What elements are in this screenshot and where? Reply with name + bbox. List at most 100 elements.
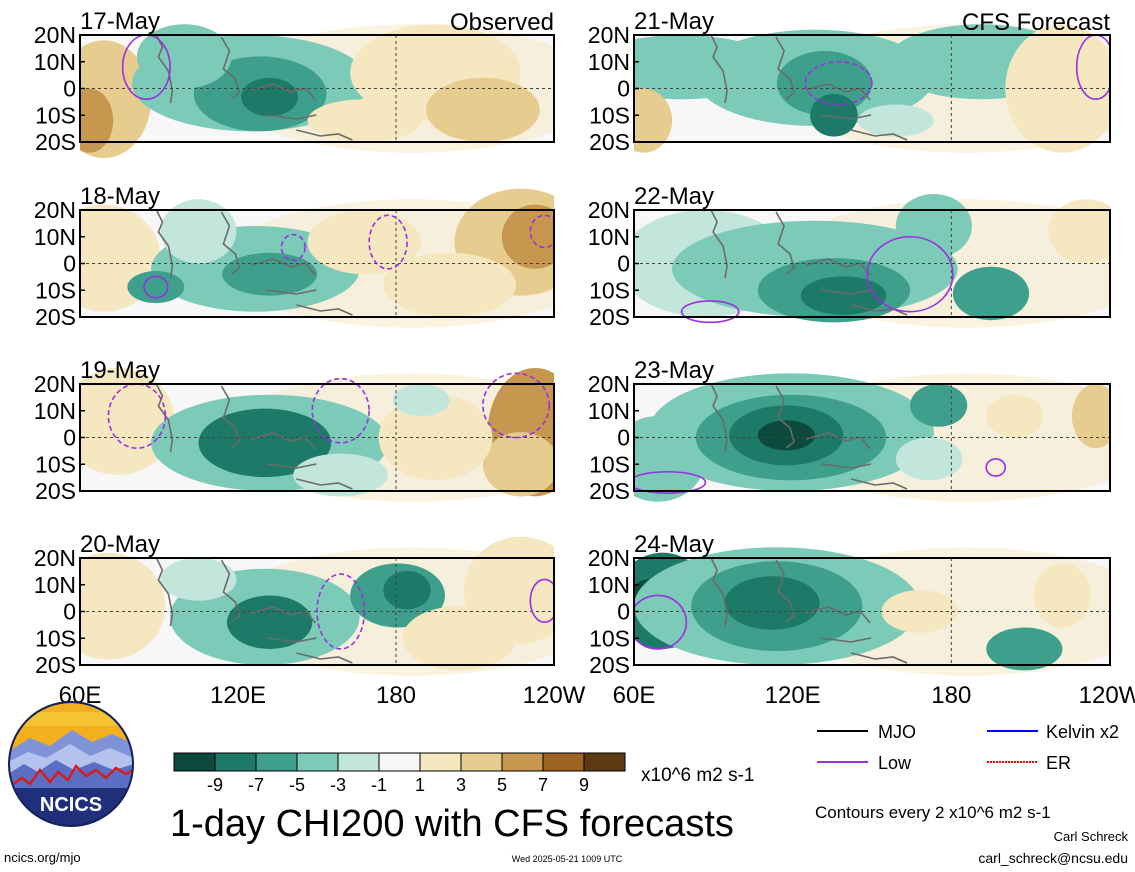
lat-tick-label: 0 [63, 599, 76, 625]
anomaly-shading [800, 276, 887, 315]
panel-tag: CFS Forecast [962, 9, 1110, 36]
lon-tick-label: 120E [765, 682, 821, 709]
lat-tick-label: 0 [63, 76, 76, 102]
anomaly-shading [160, 199, 237, 264]
lat-tick-label: 20S [589, 129, 630, 155]
map-panel [80, 536, 554, 676]
anomaly-shading [634, 88, 673, 153]
lat-tick-label: 20S [589, 304, 630, 330]
panel-date: 20-May [80, 531, 160, 558]
coastline [155, 34, 353, 141]
anomaly-shading [482, 432, 554, 497]
legend-kelvin-label: Kelvin x2 [1046, 722, 1119, 742]
panel-date: 24-May [634, 531, 714, 558]
colorbar-tick-label: 5 [497, 775, 507, 795]
legend-er-label: ER [1046, 753, 1071, 773]
anomaly-shading [1048, 199, 1110, 264]
website-link[interactable]: ncics.org/mjo [4, 850, 81, 865]
coastline [155, 209, 353, 316]
colorbar-swatch [542, 752, 585, 772]
map-panel [634, 547, 1110, 676]
lat-tick-label: 20N [34, 371, 76, 397]
anomaly-shading [1033, 563, 1091, 628]
low-contour [143, 275, 169, 299]
anomaly-shading [910, 384, 968, 427]
lon-tick-label: 180 [376, 682, 416, 709]
axis-labels: 20N10N010S20S20N10N010S20S20N10N010S20S2… [34, 22, 1135, 709]
low-contour [280, 233, 306, 262]
anomaly-shading [307, 99, 422, 142]
anomaly-shading [1005, 24, 1110, 153]
colorbar-swatch [173, 752, 216, 772]
anomaly-shading [952, 266, 1030, 321]
anomaly-shading [127, 270, 185, 304]
low-contour [368, 214, 408, 270]
lat-tick-label: 10S [589, 451, 630, 477]
anomaly-shading [986, 627, 1063, 671]
lat-tick-label: 10N [588, 49, 630, 75]
low-contour [866, 235, 954, 313]
anomaly-shading [724, 576, 820, 630]
anomaly-shading [293, 453, 389, 497]
lat-tick-label: 0 [63, 251, 76, 277]
lon-tick-label: 120W [1079, 682, 1135, 709]
colorbar-tick-label: -1 [371, 775, 387, 795]
lat-tick-label: 20S [35, 129, 76, 155]
author-email: carl_schreck@ncsu.edu [978, 850, 1128, 866]
coastline [155, 383, 353, 490]
anomaly-shading [383, 252, 517, 317]
lon-tick-label: 180 [931, 682, 971, 709]
lon-tick-label: 120E [210, 682, 266, 709]
coastline [710, 34, 908, 141]
colorbar-tick-label: -9 [207, 775, 223, 795]
lat-tick-label: 10N [588, 224, 630, 250]
anomaly-shading [895, 193, 972, 259]
low-contour [985, 458, 1007, 477]
colorbar-units: x10^6 m2 s-1 [641, 765, 754, 786]
anomaly-shading [80, 367, 175, 475]
lat-tick-label: 0 [617, 251, 630, 277]
coastline [710, 383, 908, 490]
anomaly-shading [392, 384, 450, 417]
lat-tick-label: 20S [35, 304, 76, 330]
colorbar-tick-label: -3 [330, 775, 346, 795]
map-panel [634, 24, 1110, 153]
lat-tick-label: 20N [588, 22, 630, 48]
panel-tag: Observed [450, 9, 554, 36]
panel-date: 22-May [634, 183, 714, 210]
anomaly-shading [222, 252, 317, 296]
anomaly-shading [757, 420, 815, 451]
lat-tick-label: 10N [34, 572, 76, 598]
legend-mjo-label: MJO [878, 722, 916, 742]
map-panels: 17-May Observed 18-May 19-May 20-May 21-May CF… [79, 8, 1111, 676]
coastline [710, 209, 908, 316]
author-name: Carl Schreck [1054, 829, 1129, 844]
lat-tick-label: 20S [35, 478, 76, 504]
contour-interval-note: Contours every 2 x10^6 m2 s-1 [815, 803, 1051, 822]
colorbar-swatch [214, 752, 257, 772]
lat-tick-label: 10S [35, 277, 76, 303]
timestamp: Wed 2025-05-21 1009 UTC [512, 854, 623, 864]
low-contour [634, 470, 707, 494]
anomaly-shading [895, 437, 963, 481]
colorbar-swatch [501, 752, 544, 772]
coastline [710, 557, 908, 664]
legend-low-label: Low [878, 753, 912, 773]
map-panel [634, 193, 1110, 328]
colorbar-swatch [378, 752, 421, 772]
lat-tick-label: 20N [34, 22, 76, 48]
lat-tick-label: 10N [34, 398, 76, 424]
lat-tick-label: 20N [34, 197, 76, 223]
low-contour [311, 377, 370, 444]
anomaly-shading [160, 558, 237, 601]
lat-tick-label: 10N [588, 398, 630, 424]
logo-wordmark: NCICS [40, 794, 102, 816]
colorbar-swatch [255, 752, 298, 772]
low-contour [634, 594, 688, 650]
anomaly-shading [1071, 384, 1110, 449]
lat-tick-label: 20N [588, 545, 630, 571]
colorbar: -9 -7 -5 -3 -1 1 3 5 7 9 [173, 752, 626, 795]
low-contour [529, 578, 554, 623]
lat-tick-label: 10N [588, 572, 630, 598]
lat-tick-label: 10S [589, 102, 630, 128]
